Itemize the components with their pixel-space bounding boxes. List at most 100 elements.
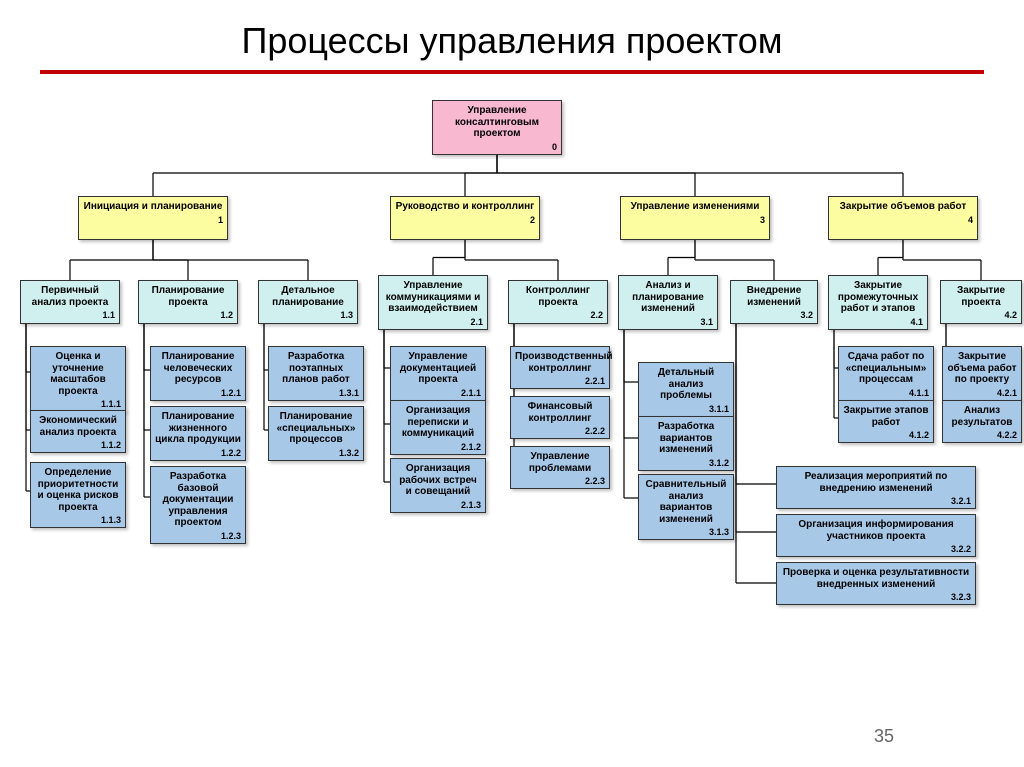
node-number: 4.2 (945, 310, 1017, 320)
node-label: Организация информирования участников пр… (781, 519, 971, 542)
org-chart-canvas: Управление консалтинговым проектом 0 Иници… (0, 90, 1024, 730)
node-number: 3.2 (735, 310, 813, 320)
node-number: 3.2.1 (781, 496, 971, 506)
node-3: Управление изменениями 3 (620, 196, 770, 240)
node-number: 2.1.2 (395, 442, 481, 452)
node-label: Финансовый контроллинг (515, 401, 605, 424)
node-label: Управление коммуникациями и взаимодейств… (383, 280, 483, 315)
node-number: 1.1.3 (35, 515, 121, 525)
node-2-1-1: Управление документацией проекта2.1.1 (390, 346, 486, 401)
node-1-3: Детальное планирование 1.3 (258, 280, 358, 324)
node-1-1-1: Оценка и уточнение масштабов проекта 1.1.… (30, 346, 126, 412)
node-2-2: Контроллинг проекта2.2 (508, 280, 608, 324)
node-label: Реализация мероприятий по внедрению изме… (781, 471, 971, 494)
node-label: Планирование человеческих ресурсов (155, 351, 241, 386)
node-number: 1.1.2 (35, 440, 121, 450)
node-2-1-2: Организация переписки и коммуникаций2.1.… (390, 400, 486, 455)
node-number: 3.2.2 (781, 544, 971, 554)
node-1-1-2: Экономический анализ проекта1.1.2 (30, 410, 126, 453)
node-number: 2.1 (383, 317, 483, 327)
node-3-1: Анализ и планирование изменений3.1 (618, 275, 718, 330)
page-title: Процессы управления проектом (0, 0, 1024, 70)
node-number: 2 (395, 215, 535, 225)
node-label: Руководство и контроллинг (395, 201, 535, 213)
page-number: 35 (874, 726, 894, 747)
node-label: Закрытие промежуточных работ и этапов (833, 280, 923, 315)
node-2-1-3: Организация рабочих встреч и совещаний 2.… (390, 458, 486, 513)
node-label: Планирование проекта (143, 285, 233, 308)
node-number: 2.1.1 (395, 388, 481, 398)
node-label: Управление проблемами (515, 451, 605, 474)
node-label: Разработка вариантов изменений (643, 421, 729, 456)
node-2-2-2: Финансовый контроллинг 2.2.2 (510, 396, 610, 439)
node-label: Детальное планирование (263, 285, 353, 308)
node-1-1: Первичный анализ проекта 1.1 (20, 280, 120, 324)
node-label: Первичный анализ проекта (25, 285, 115, 308)
node-label: Проверка и оценка результативности внедр… (781, 567, 971, 590)
node-number: 4.1 (833, 317, 923, 327)
node-label: Управление консалтинговым проектом (437, 105, 557, 140)
node-number: 3.1.3 (643, 527, 729, 537)
node-3-2: Внедрение изменений 3.2 (730, 280, 818, 324)
title-underline (40, 70, 984, 74)
node-3-2-3: Проверка и оценка результативности внедр… (776, 562, 976, 605)
node-label: Оценка и уточнение масштабов проекта (35, 351, 121, 397)
node-4-1-1: Сдача работ по «специальным» процессам 4.… (838, 346, 934, 401)
node-2-2-1: Производственный контроллинг2.2.1 (510, 346, 610, 389)
node-number: 1.2.1 (155, 388, 241, 398)
node-1-3-1: Разработка поэтапных планов работ 1.3.1 (268, 346, 364, 401)
node-number: 1.2 (143, 310, 233, 320)
node-label: Управление изменениями (625, 201, 765, 213)
node-number: 2.2.3 (515, 476, 605, 486)
node-number: 1.3.2 (273, 448, 359, 458)
node-4-1-2: Закрытие этапов работ 4.1.2 (838, 400, 934, 443)
node-label: Организация рабочих встреч и совещаний (395, 463, 481, 498)
node-number: 2.2 (513, 310, 603, 320)
node-number: 4.1.1 (843, 388, 929, 398)
node-2-2-3: Управление проблемами 2.2.3 (510, 446, 610, 489)
node-label: Планирование жизненного цикла продукции (155, 411, 241, 446)
node-1-2: Планирование проекта 1.2 (138, 280, 238, 324)
node-label: Детальный анализ проблемы (643, 367, 729, 402)
node-number: 1.3.1 (273, 388, 359, 398)
node-number: 2.2.2 (515, 426, 605, 436)
node-number: 3.1.1 (643, 404, 729, 414)
node-4-2: Закрытие проекта4.2 (940, 280, 1022, 324)
node-2: Руководство и контроллинг 2 (390, 196, 540, 240)
node-number: 3 (625, 215, 765, 225)
node-number: 0 (437, 142, 557, 152)
node-label: Внедрение изменений (735, 285, 813, 308)
node-label: Разработка поэтапных планов работ (273, 351, 359, 386)
node-4-2-1: Закрытие объема работ по проекту 4.2.1 (942, 346, 1022, 401)
node-3-1-2: Разработка вариантов изменений 3.1.2 (638, 416, 734, 471)
node-1-2-2: Планирование жизненного цикла продукции 1… (150, 406, 246, 461)
node-4-2-2: Анализ результатов4.2.2 (942, 400, 1022, 443)
node-label: Анализ и планирование изменений (623, 280, 713, 315)
node-number: 1.1.1 (35, 399, 121, 409)
node-3-1-1: Детальный анализ проблемы 3.1.1 (638, 362, 734, 417)
node-number: 2.2.1 (515, 376, 605, 386)
node-number: 1.1 (25, 310, 115, 320)
node-number: 1 (83, 215, 223, 225)
node-number: 2.1.3 (395, 500, 481, 510)
node-number: 4.2.1 (947, 388, 1017, 398)
node-label: Закрытие объемов работ (833, 201, 973, 213)
node-1: Инициация и планирование1 (78, 196, 228, 240)
node-number: 4.1.2 (843, 430, 929, 440)
node-label: Закрытие объема работ по проекту (947, 351, 1017, 386)
node-4: Закрытие объемов работ4 (828, 196, 978, 240)
node-3-2-1: Реализация мероприятий по внедрению изме… (776, 466, 976, 509)
node-label: Закрытие этапов работ (843, 405, 929, 428)
node-number: 1.3 (263, 310, 353, 320)
node-number: 3.1.2 (643, 458, 729, 468)
node-label: Сдача работ по «специальным» процессам (843, 351, 929, 386)
node-0: Управление консалтинговым проектом 0 (432, 100, 562, 155)
node-label: Определение приоритетности и оценка риск… (35, 467, 121, 513)
node-number: 1.2.3 (155, 531, 241, 541)
node-1-2-3: Разработка базовой документации управлен… (150, 466, 246, 544)
node-4-1: Закрытие промежуточных работ и этапов 4.1 (828, 275, 928, 330)
node-1-1-3: Определение приоритетности и оценка риск… (30, 462, 126, 528)
node-1-3-2: Планирование «специальных» процессов1.3.… (268, 406, 364, 461)
node-number: 1.2.2 (155, 448, 241, 458)
node-label: Анализ результатов (947, 405, 1017, 428)
